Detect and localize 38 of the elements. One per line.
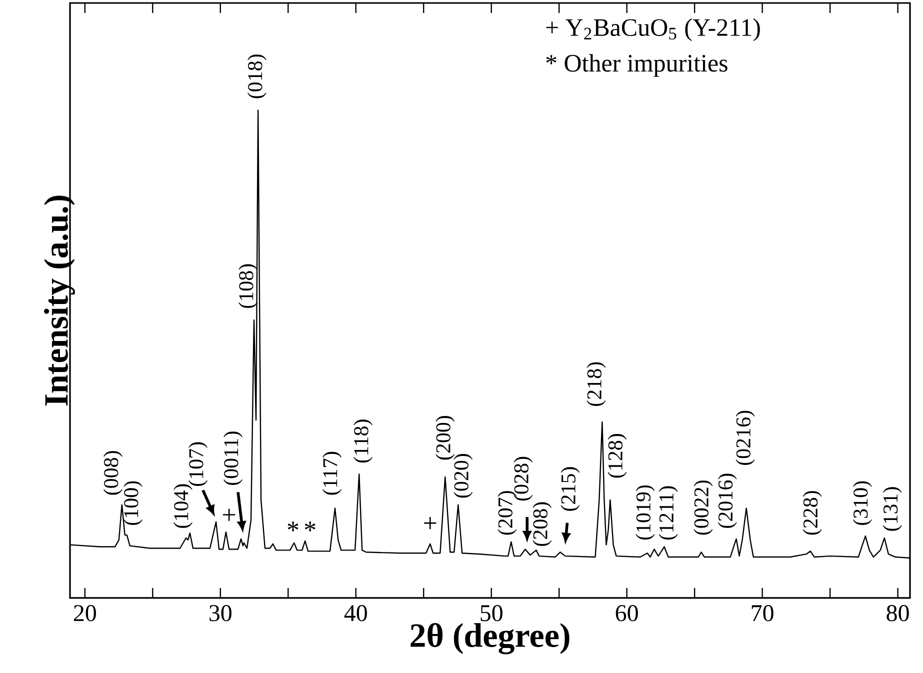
- annotation: (218): [586, 362, 606, 406]
- x-tick-label: 30: [210, 605, 232, 622]
- annotation: (228): [802, 491, 822, 535]
- x-tick-label: 80: [886, 605, 909, 622]
- annotation: (100): [123, 481, 143, 525]
- annotation: (200): [436, 416, 455, 460]
- annotation: +: [223, 508, 236, 521]
- annotation: (118): [354, 420, 373, 463]
- annotation: (107): [188, 442, 208, 486]
- annotation: (117): [322, 452, 342, 495]
- annotation: (018): [247, 54, 266, 98]
- annotation: (0011): [223, 432, 242, 485]
- x-tick-label: 40: [344, 605, 367, 622]
- text: + Y$_{2}$BaCuO$_{5}$ (Y-211): [546, 18, 760, 42]
- x-tick-label: 70: [752, 605, 774, 622]
- y-axis-title: Intensity (a.u.): [44, 196, 75, 406]
- annotation: (0216): [736, 410, 755, 465]
- x-tick-label: 20: [74, 605, 96, 622]
- annotation: (310): [852, 481, 872, 525]
- annotation: (128): [608, 434, 627, 478]
- x-tick-label: 60: [616, 605, 638, 622]
- annotation: (2016): [718, 474, 737, 528]
- annotation: *: [288, 522, 298, 532]
- x-tick-label: 50: [480, 605, 502, 622]
- annotation: (131): [882, 487, 902, 531]
- x-axis-title: 2θ (degree): [410, 622, 570, 654]
- annotation: *: [304, 522, 316, 532]
- annotation: (020): [454, 454, 473, 498]
- annotation: (0022): [694, 480, 713, 535]
- annotation: +: [424, 517, 436, 530]
- annotation: (208): [532, 502, 552, 546]
- annotation: (108): [238, 264, 258, 308]
- annotation: (1019): [636, 485, 655, 540]
- annotation: (008): [103, 451, 122, 495]
- annotation: (104): [173, 484, 192, 528]
- annotation: (215): [560, 467, 580, 511]
- text: * Other impurities: [546, 54, 728, 77]
- annotation: (1211): [658, 486, 678, 540]
